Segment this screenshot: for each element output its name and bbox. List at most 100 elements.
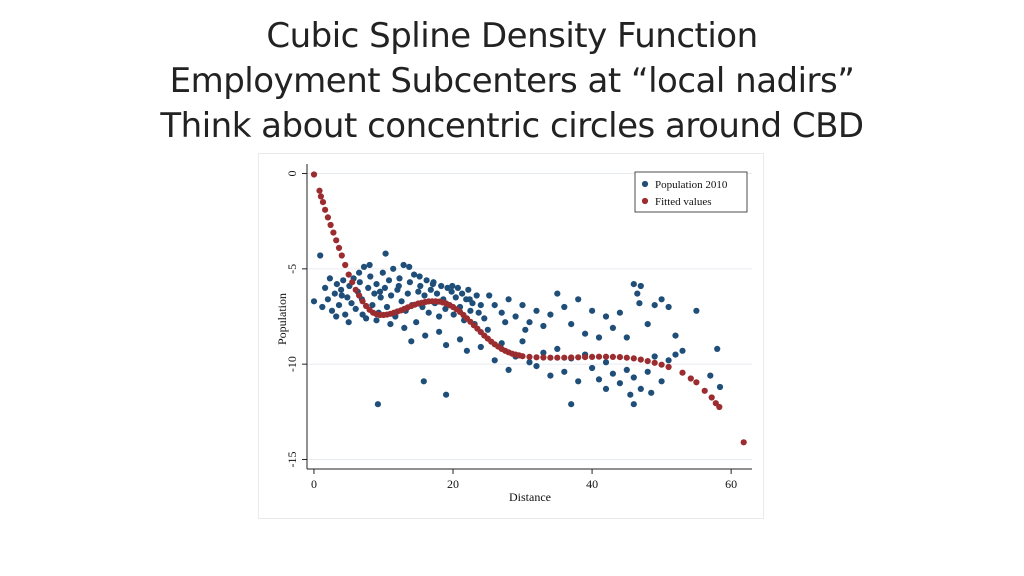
population-point <box>404 290 411 297</box>
population-point <box>644 321 651 328</box>
population-point <box>475 309 482 316</box>
population-point <box>333 281 340 288</box>
population-point <box>406 279 413 286</box>
fitted-value-point <box>533 354 540 361</box>
population-point <box>400 261 407 269</box>
fitted-value-point <box>342 261 349 269</box>
fitted-value-point <box>595 353 603 360</box>
population-point <box>388 292 395 299</box>
fitted-value-point <box>349 279 356 286</box>
population-point <box>473 292 480 299</box>
population-point <box>338 286 345 293</box>
population-point <box>443 391 450 398</box>
fitted-value-point <box>338 252 345 259</box>
population-point <box>360 263 368 270</box>
y-tick-label: -10 <box>285 356 299 372</box>
legend-marker <box>641 197 649 205</box>
population-point <box>672 332 679 339</box>
fitted-value-point <box>637 356 644 363</box>
population-point <box>505 366 512 373</box>
legend-label: Population 2010 <box>655 179 728 191</box>
population-point <box>381 284 388 291</box>
population-point <box>540 349 547 356</box>
fitted-value-point <box>568 354 575 361</box>
fitted-value-point <box>575 354 582 361</box>
fitted-value-point <box>335 244 343 251</box>
x-axis-label: Distance <box>509 490 551 504</box>
legend-label: Fitted values <box>655 196 712 208</box>
population-point <box>324 296 331 303</box>
fitted-value-point <box>526 353 533 360</box>
population-point <box>413 319 420 326</box>
population-point <box>438 282 445 290</box>
population-point <box>465 286 472 293</box>
population-point <box>317 252 324 259</box>
population-point <box>367 273 374 280</box>
fitted-value-point <box>324 214 331 221</box>
population-point <box>452 294 459 301</box>
fitted-value-point <box>352 286 359 293</box>
population-point <box>450 311 457 318</box>
population-point <box>333 313 340 320</box>
population-point <box>356 279 363 286</box>
fitted-value-point <box>602 353 610 360</box>
population-point <box>383 303 391 311</box>
fitted-value-point <box>356 292 363 299</box>
population-point <box>398 298 405 305</box>
fitted-value-point <box>665 363 672 371</box>
fitted-value-point <box>319 199 327 206</box>
population-point <box>463 347 470 354</box>
fitted-value-point <box>310 171 318 178</box>
population-point <box>616 309 623 316</box>
population-point <box>373 317 380 324</box>
population-point <box>582 330 589 337</box>
fitted-value-point <box>317 193 324 200</box>
population-point <box>609 370 616 377</box>
population-point <box>328 307 336 314</box>
fitted-value-point <box>623 354 630 361</box>
population-point <box>561 303 568 311</box>
population-point <box>344 294 351 301</box>
population-point <box>365 284 372 291</box>
population-point <box>345 319 352 326</box>
population-point <box>589 307 596 314</box>
y-axis-label: Population <box>275 293 289 345</box>
population-point <box>422 332 429 339</box>
population-point <box>636 300 643 307</box>
population-point <box>630 281 637 288</box>
population-point <box>716 383 724 391</box>
population-point <box>427 286 434 293</box>
fitted-value-point <box>316 187 323 194</box>
population-point <box>637 385 644 392</box>
fitted-value-point <box>708 394 715 401</box>
population-point <box>568 401 575 408</box>
population-point <box>335 302 343 309</box>
population-point <box>526 359 533 366</box>
fitted-value-point <box>547 354 554 361</box>
fitted-value-point <box>679 369 686 376</box>
population-point <box>371 290 378 297</box>
population-point <box>459 290 466 297</box>
population-point <box>623 366 630 373</box>
population-point <box>651 353 658 360</box>
population-point <box>679 347 686 354</box>
population-point <box>456 336 464 343</box>
population-point <box>449 282 456 290</box>
population-point <box>443 342 450 349</box>
population-point <box>340 277 347 284</box>
population-point <box>630 374 637 381</box>
population-point <box>319 303 326 311</box>
fitted-value-point <box>616 354 623 361</box>
fitted-value-point <box>327 221 334 229</box>
population-point <box>693 307 700 314</box>
fitted-value-point <box>651 359 658 366</box>
axes-layer: 0 20 40 60 0 -5 -10 -15 <box>285 164 752 491</box>
population-point <box>634 290 641 297</box>
x-tick-label: 40 <box>586 477 598 491</box>
population-point <box>466 296 473 303</box>
population-point <box>454 284 461 291</box>
slide-title: Cubic Spline Density Function Employment… <box>0 14 1024 149</box>
population-point <box>547 372 554 379</box>
population-point <box>338 292 345 299</box>
population-point <box>519 302 526 309</box>
